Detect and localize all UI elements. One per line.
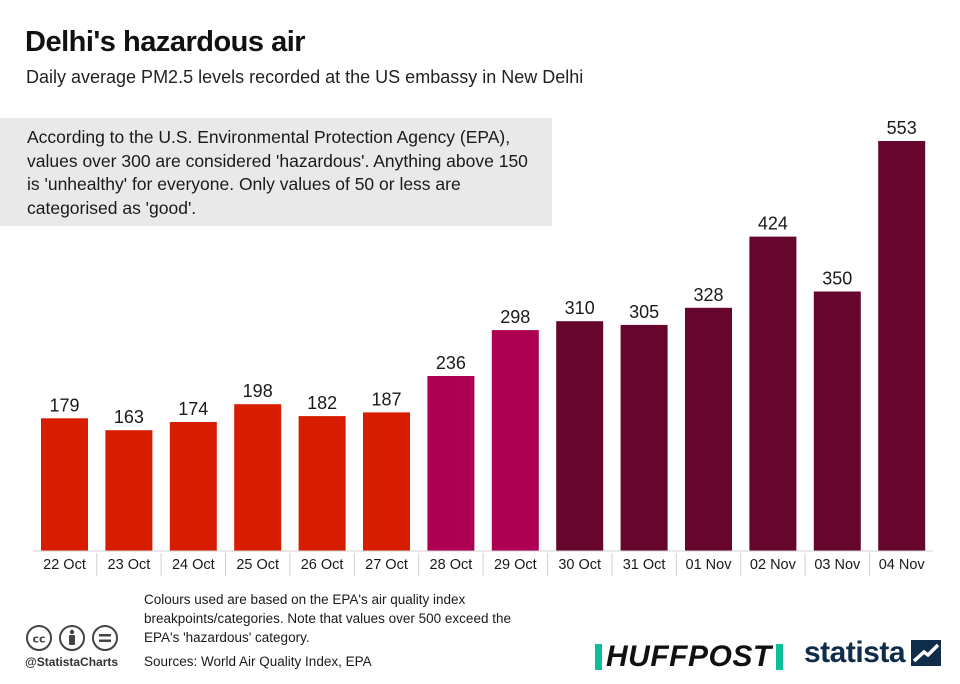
- x-tick-label: 29 Oct: [494, 557, 537, 573]
- statista-logo-icon: [911, 640, 942, 666]
- x-tick-label: 01 Nov: [686, 557, 733, 573]
- huffpost-logo: HUFFPOST: [595, 640, 783, 674]
- statista-logo-text: statista: [804, 636, 906, 669]
- sources-text: Sources: World Air Quality Index, EPA: [144, 654, 372, 669]
- x-tick-label: 28 Oct: [430, 557, 473, 573]
- data-label: 298: [500, 307, 530, 327]
- bar-27-oct: [363, 412, 410, 551]
- x-tick-label: 31 Oct: [623, 557, 666, 573]
- data-label: 310: [565, 298, 595, 318]
- huffpost-stripe-right: [775, 644, 783, 670]
- statista-logo: statista: [804, 636, 942, 670]
- chart-subtitle: Daily average PM2.5 levels recorded at t…: [26, 67, 584, 87]
- x-tick-label: 04 Nov: [879, 557, 926, 573]
- x-tick-label: 30 Oct: [558, 557, 601, 573]
- bar-29-oct: [491, 330, 539, 551]
- bars-layer: 179 163 174 198 182 187 236 298 310 305 328 424 350 5…: [41, 118, 926, 551]
- epa-note-text: According to the U.S. Environmental Prot…: [27, 127, 528, 218]
- chart-title: Delhi's hazardous air: [25, 26, 306, 58]
- statista-handle: @StatistaCharts: [25, 655, 119, 669]
- x-axis-ticks: 22 Oct 23 Oct 24 Oct 25 Oct 26 Oct 27 Oct 28 O…: [43, 553, 925, 576]
- data-label: 236: [436, 353, 466, 373]
- bar-03-nov: [813, 291, 861, 551]
- huffpost-stripe-left: [595, 644, 602, 670]
- bar-24-oct: [169, 422, 217, 551]
- bar-31-oct: [620, 324, 668, 551]
- x-tick-label: 22 Oct: [43, 557, 86, 573]
- x-tick-label: 27 Oct: [365, 557, 408, 573]
- bar-23-oct: [105, 430, 153, 551]
- bar-25-oct: [234, 404, 282, 551]
- epa-note-box: According to the U.S. Environmental Prot…: [0, 118, 552, 226]
- bar-30-oct: [556, 321, 604, 551]
- data-label: 198: [243, 381, 273, 401]
- data-label: 182: [307, 393, 337, 413]
- x-tick-label: 23 Oct: [108, 557, 151, 573]
- svg-text:cc: cc: [32, 633, 45, 646]
- bar-22-oct: [41, 418, 88, 551]
- x-tick-label: 24 Oct: [172, 557, 215, 573]
- data-label: 174: [178, 399, 208, 419]
- x-tick-label: 25 Oct: [236, 557, 279, 573]
- data-label: 553: [887, 118, 917, 138]
- bar-chart: 179 163 174 198 182 187 236 298 310 305 328 424 350 5…: [33, 118, 933, 576]
- cc-icon: cc: [26, 625, 52, 651]
- data-label: 163: [114, 407, 144, 427]
- data-label: 179: [49, 395, 79, 415]
- data-label: 328: [693, 285, 723, 305]
- no-derivatives-icon: [92, 625, 118, 651]
- bar-04-nov: [878, 141, 926, 551]
- huffpost-logo-text: HUFFPOST: [606, 640, 772, 673]
- bar-02-nov: [749, 236, 797, 551]
- bar-28-oct: [427, 376, 475, 551]
- bar-01-nov: [685, 307, 732, 551]
- x-tick-label: 26 Oct: [301, 557, 344, 573]
- data-label: 424: [758, 214, 788, 234]
- bar-26-oct: [298, 416, 346, 551]
- data-label: 187: [371, 389, 401, 409]
- data-label: 305: [629, 302, 659, 322]
- attribution-icon: [59, 625, 85, 651]
- x-tick-label: 02 Nov: [750, 557, 797, 573]
- footnote: Colours used are based on the EPA's air …: [144, 592, 511, 645]
- creative-commons-icons: cc: [26, 625, 118, 651]
- data-label: 350: [822, 269, 852, 289]
- x-tick-label: 03 Nov: [814, 557, 861, 573]
